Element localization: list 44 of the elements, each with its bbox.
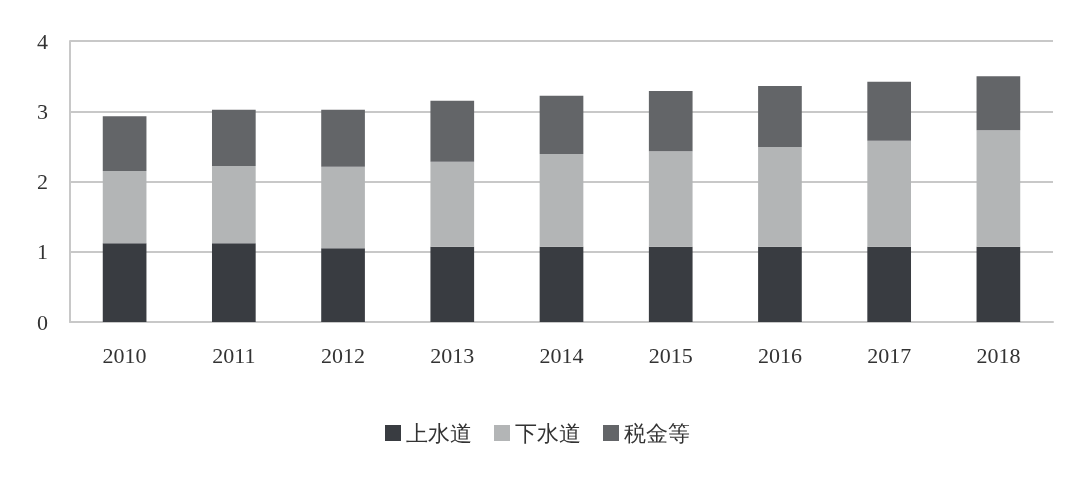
bar [976,246,1021,322]
bar [430,161,475,247]
bar [102,243,147,322]
x-tick-label: 2010 [102,342,147,368]
legend-label: 税金等 [624,420,690,446]
bar [867,140,912,247]
x-tick-label: 2011 [212,342,256,368]
bar [539,246,584,322]
y-tick-label: 0 [37,309,48,335]
bar [976,130,1021,247]
bar [758,85,802,148]
bar [102,116,147,171]
bar [430,246,475,322]
bar [211,166,256,244]
bar [867,81,912,141]
y-tick-label: 2 [37,169,48,194]
bar [321,248,365,322]
bar [758,246,802,322]
bar [976,76,1021,131]
x-tick-label: 2018 [976,342,1021,368]
bar [758,147,802,247]
bar [648,90,693,152]
legend-label: 下水道 [515,420,581,446]
bar [648,151,693,247]
bar [211,243,256,322]
bar [102,170,147,244]
y-tick-label: 4 [37,28,48,54]
bar [539,154,584,247]
y-tick-label: 3 [37,98,48,124]
x-tick-label: 2013 [430,342,475,368]
legend-label: 上水道 [406,420,472,446]
bar [211,109,256,167]
x-tick-label: 2014 [539,342,584,368]
x-tick-label: 2016 [757,342,802,368]
bar [321,109,365,167]
bar [648,246,693,322]
bar [539,95,584,155]
bar [430,100,475,162]
x-tick-label: 2012 [321,342,366,368]
bar [321,166,365,249]
bar [867,246,912,322]
x-tick-label: 2015 [648,342,693,368]
x-tick-label: 2017 [867,342,912,368]
y-tick-label: 1 [37,239,48,265]
